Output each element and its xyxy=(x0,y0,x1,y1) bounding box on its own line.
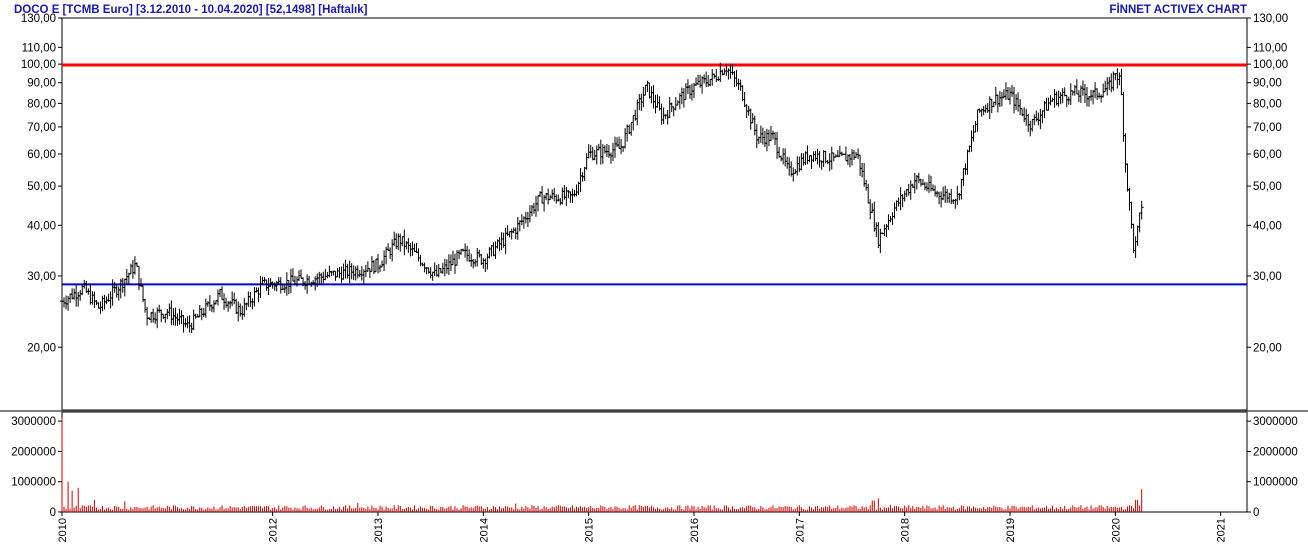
volume-tick-label-right: 0 xyxy=(1253,507,1259,519)
price-tick-label-right: 80,00 xyxy=(1253,98,1282,110)
chart-title: DOCO E [TCMB Euro] [3.12.2010 - 10.04.20… xyxy=(14,4,368,16)
price-tick-label-right: 110,00 xyxy=(1253,42,1287,54)
volume-tick-label-right: 1000000 xyxy=(1253,477,1298,489)
price-panel-frame xyxy=(61,17,1248,411)
year-tick-label: 2020 xyxy=(1110,518,1122,542)
volume-tick-label-left: 2000000 xyxy=(11,446,56,458)
price-tick-label-left: 130,00 xyxy=(21,13,56,25)
volume-panel-frame xyxy=(61,411,1248,513)
year-tick-label: 2010 xyxy=(57,518,69,542)
price-tick-label-right: 100,00 xyxy=(1253,59,1288,71)
price-tick-label-right: 30,00 xyxy=(1253,271,1282,283)
price-tick-label-left: 40,00 xyxy=(27,220,56,232)
price-tick-label-left: 20,00 xyxy=(27,342,56,354)
volume-bars xyxy=(61,418,1143,512)
year-tick-label: 2014 xyxy=(478,518,490,542)
price-tick-label-right: 60,00 xyxy=(1253,149,1282,161)
year-tick-label: 2018 xyxy=(900,518,912,542)
price-tick-label-left: 60,00 xyxy=(27,149,56,161)
ohlc-bars xyxy=(60,62,1144,334)
axes: 20,00 20,00 30,00 30,00 40,00 40,00 50,00 50,00… xyxy=(11,13,1298,542)
volume-tick-label-left: 3000000 xyxy=(11,416,56,428)
year-tick-label: 2021 xyxy=(1216,518,1228,542)
price-tick-label-right: 70,00 xyxy=(1253,122,1282,134)
price-tick-label-left: 110,00 xyxy=(22,42,56,54)
year-tick-label: 2012 xyxy=(268,518,280,542)
provider-title: FİNNET ACTIVEX CHART xyxy=(1109,3,1247,16)
volume-tick-label-left: 1000000 xyxy=(11,477,56,489)
price-tick-label-right: 40,00 xyxy=(1253,220,1282,232)
price-tick-label-right: 90,00 xyxy=(1253,78,1282,90)
year-tick-label: 2019 xyxy=(1005,518,1017,542)
price-tick-label-left: 30,00 xyxy=(27,271,56,283)
price-tick-label-right: 50,00 xyxy=(1253,181,1282,193)
price-tick-label-left: 70,00 xyxy=(27,122,56,134)
volume-tick-label-right: 3000000 xyxy=(1253,416,1298,428)
year-tick-label: 2015 xyxy=(584,518,596,542)
year-tick-label: 2016 xyxy=(689,518,701,542)
year-tick-label: 2013 xyxy=(373,518,385,542)
reference-lines xyxy=(62,63,1247,286)
price-tick-label-left: 90,00 xyxy=(27,78,56,90)
year-tick-label: 2017 xyxy=(794,518,806,542)
price-tick-label-left: 80,00 xyxy=(27,98,56,110)
volume-tick-label-right: 2000000 xyxy=(1253,446,1298,458)
price-tick-label-left: 50,00 xyxy=(27,181,56,193)
price-tick-label-left: 100,00 xyxy=(21,59,56,71)
price-tick-label-right: 20,00 xyxy=(1253,342,1282,354)
volume-tick-label-left: 0 xyxy=(50,507,56,519)
chart-frame xyxy=(0,17,1308,513)
price-tick-label-right: 130,00 xyxy=(1253,13,1288,25)
